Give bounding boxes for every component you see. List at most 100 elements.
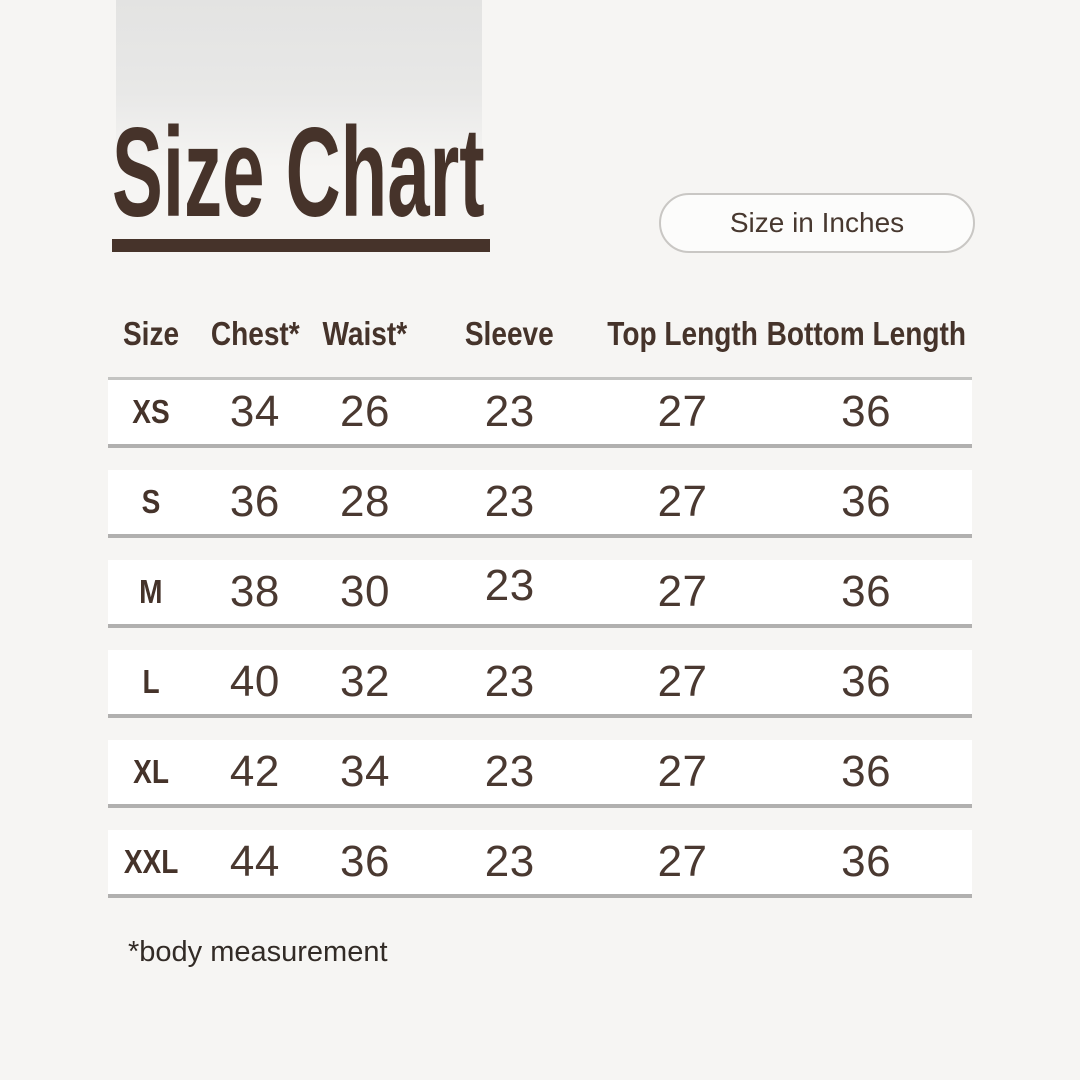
cell-value: 38 bbox=[229, 567, 280, 616]
cell-value: 42 bbox=[229, 747, 280, 796]
cell-value: 27 bbox=[657, 657, 708, 706]
cell-m-sleeve: 23 bbox=[415, 560, 605, 624]
cell-xs-sleeve: 23 bbox=[415, 380, 605, 444]
cell-value: 23 bbox=[484, 747, 535, 796]
cell-xs-chest: 34 bbox=[194, 380, 315, 444]
column-header-size-label: Size bbox=[123, 315, 180, 352]
cell-s-top-length: 27 bbox=[605, 470, 761, 534]
unit-badge-label: Size in Inches bbox=[729, 207, 905, 238]
cell-xl-waist: 34 bbox=[315, 740, 414, 804]
cell-value: 27 bbox=[657, 387, 708, 436]
cell-value: 36 bbox=[340, 837, 390, 886]
table-row-xxl: XXL 44 36 23 27 36 bbox=[108, 830, 972, 898]
table-row-s: S 36 28 23 27 36 bbox=[108, 470, 972, 538]
row-label: L bbox=[142, 663, 160, 700]
table-row-m: M 38 30 23 27 36 bbox=[108, 560, 972, 628]
cell-l-sleeve: 23 bbox=[415, 650, 605, 714]
column-header-chest: Chest* bbox=[194, 300, 315, 368]
cell-value: 34 bbox=[340, 747, 390, 796]
cell-value: 23 bbox=[484, 477, 535, 526]
cell-m-chest: 38 bbox=[194, 560, 315, 624]
title-underline bbox=[112, 239, 490, 252]
size-table: Size Chest* Waist* Sleeve Top Length Bot… bbox=[108, 300, 972, 898]
table-header-row: Size Chest* Waist* Sleeve Top Length Bot… bbox=[108, 300, 972, 368]
cell-s-chest: 36 bbox=[194, 470, 315, 534]
cell-value: 36 bbox=[841, 747, 892, 796]
cell-value: 32 bbox=[340, 657, 390, 706]
cell-xxl-top-length: 27 bbox=[605, 830, 761, 894]
cell-xl-sleeve: 23 bbox=[415, 740, 605, 804]
cell-l-waist: 32 bbox=[315, 650, 414, 714]
cell-s-sleeve: 23 bbox=[415, 470, 605, 534]
header-divider bbox=[108, 377, 972, 380]
cell-value: 28 bbox=[340, 477, 390, 526]
cell-value: 30 bbox=[340, 567, 390, 616]
column-header-sleeve-label: Sleeve bbox=[465, 315, 555, 352]
column-header-waist-label: Waist* bbox=[322, 315, 408, 352]
cell-s-size: S bbox=[108, 470, 194, 534]
cell-xs-bottom-length: 36 bbox=[760, 380, 972, 444]
row-label: XXL bbox=[123, 843, 179, 880]
cell-m-bottom-length: 36 bbox=[760, 560, 972, 624]
cell-l-size: L bbox=[108, 650, 194, 714]
cell-value: 27 bbox=[657, 837, 708, 886]
cell-value: 40 bbox=[229, 657, 280, 706]
cell-xl-size: XL bbox=[108, 740, 194, 804]
column-header-top-length-label: Top Length bbox=[607, 315, 758, 352]
cell-xxl-sleeve: 23 bbox=[415, 830, 605, 894]
cell-value: 23 bbox=[484, 657, 535, 706]
cell-s-bottom-length: 36 bbox=[760, 470, 972, 534]
cell-xxl-chest: 44 bbox=[194, 830, 315, 894]
cell-l-top-length: 27 bbox=[605, 650, 761, 714]
cell-m-top-length: 27 bbox=[605, 560, 761, 624]
cell-value: 36 bbox=[229, 477, 280, 526]
column-header-bottom-length: Bottom Length bbox=[760, 300, 972, 368]
cell-xs-size: XS bbox=[108, 380, 194, 444]
cell-xs-waist: 26 bbox=[315, 380, 414, 444]
cell-xs-top-length: 27 bbox=[605, 380, 761, 444]
cell-xl-chest: 42 bbox=[194, 740, 315, 804]
cell-value: 23 bbox=[484, 561, 535, 610]
cell-value: 27 bbox=[657, 477, 708, 526]
cell-xxl-bottom-length: 36 bbox=[760, 830, 972, 894]
cell-value: 23 bbox=[484, 387, 535, 436]
cell-xl-top-length: 27 bbox=[605, 740, 761, 804]
column-header-size: Size bbox=[108, 300, 194, 368]
row-label: M bbox=[139, 573, 163, 610]
cell-l-chest: 40 bbox=[194, 650, 315, 714]
cell-value: 36 bbox=[841, 567, 892, 616]
column-header-top-length: Top Length bbox=[605, 300, 761, 368]
cell-m-size: M bbox=[108, 560, 194, 624]
cell-value: 36 bbox=[841, 477, 892, 526]
column-header-bottom-length-label: Bottom Length bbox=[766, 315, 966, 352]
cell-xxl-waist: 36 bbox=[315, 830, 414, 894]
footnote: *body measurement bbox=[128, 936, 388, 968]
cell-value: 36 bbox=[841, 387, 892, 436]
column-header-sleeve: Sleeve bbox=[415, 300, 605, 368]
cell-value: 27 bbox=[657, 567, 708, 616]
table-row-xl: XL 42 34 23 27 36 bbox=[108, 740, 972, 808]
column-header-chest-label: Chest* bbox=[210, 315, 300, 352]
cell-value: 36 bbox=[841, 657, 892, 706]
row-label: XS bbox=[132, 393, 170, 430]
cell-value: 27 bbox=[657, 747, 708, 796]
decorative-gradient-block bbox=[116, 0, 482, 168]
cell-m-waist: 30 bbox=[315, 560, 414, 624]
cell-value: 36 bbox=[841, 837, 892, 886]
column-header-waist: Waist* bbox=[315, 300, 414, 368]
cell-s-waist: 28 bbox=[315, 470, 414, 534]
cell-value: 23 bbox=[484, 837, 535, 886]
cell-l-bottom-length: 36 bbox=[760, 650, 972, 714]
row-label: XL bbox=[133, 753, 170, 790]
cell-xxl-size: XXL bbox=[108, 830, 194, 894]
table-row-l: L 40 32 23 27 36 bbox=[108, 650, 972, 718]
cell-value: 26 bbox=[340, 387, 390, 436]
unit-badge[interactable]: Size in Inches bbox=[659, 193, 975, 253]
row-label: S bbox=[141, 483, 161, 520]
table-row-xs: XS 34 26 23 27 36 bbox=[108, 380, 972, 448]
page-title: Size Chart bbox=[112, 101, 485, 243]
cell-value: 44 bbox=[229, 837, 280, 886]
cell-xl-bottom-length: 36 bbox=[760, 740, 972, 804]
cell-value: 34 bbox=[229, 387, 280, 436]
